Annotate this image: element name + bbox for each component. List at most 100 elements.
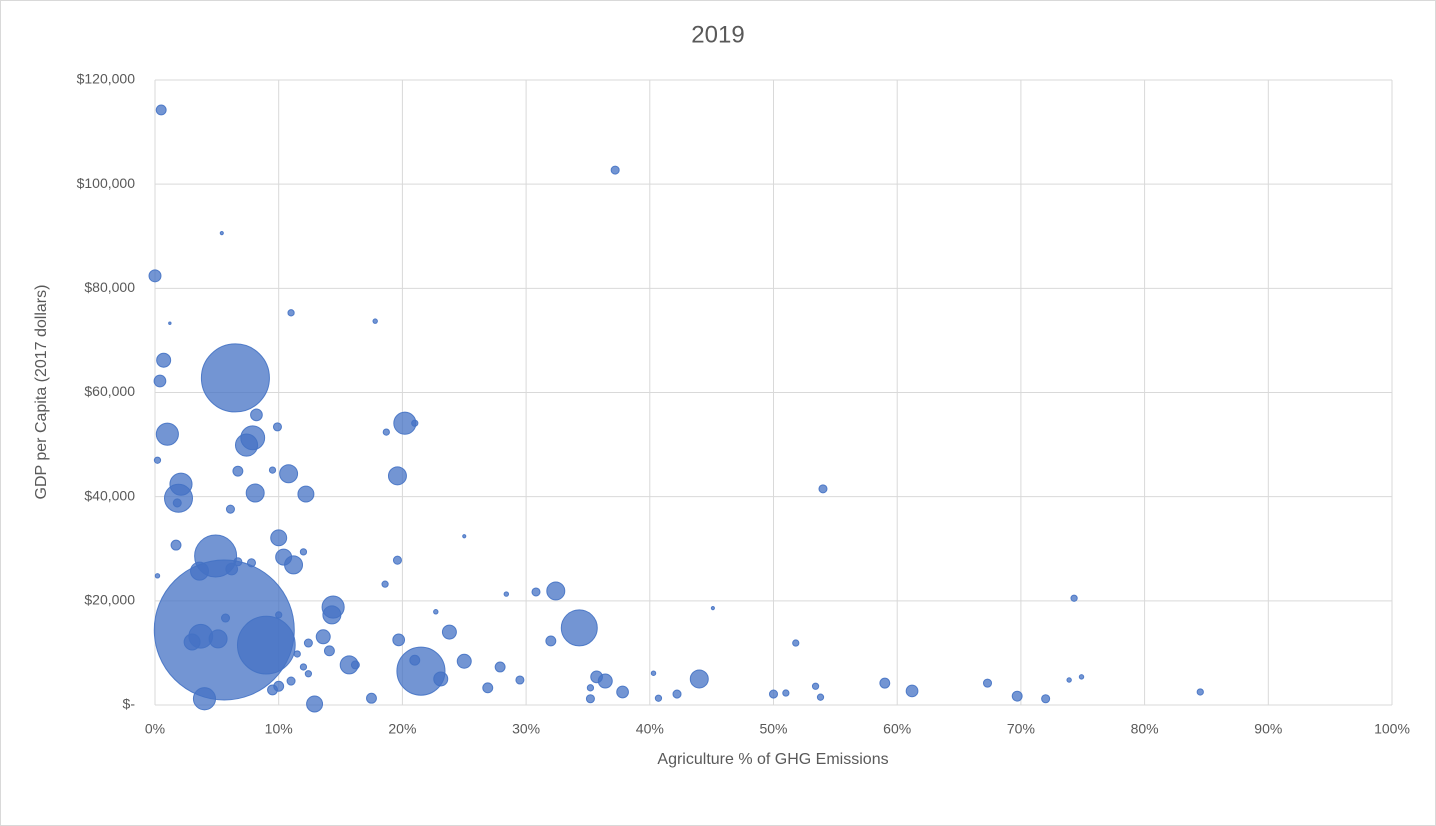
x-tick-label: 0% [145,721,165,737]
bubble [153,456,162,464]
bubble [155,104,167,116]
bubble [234,433,259,457]
bubble [392,633,406,647]
bubble [350,660,360,670]
x-tick-label: 60% [883,721,911,737]
bubble [560,609,598,647]
y-tick-label: $20,000 [84,592,135,608]
bubble [225,504,235,514]
bubble [172,498,182,508]
bubble [792,639,800,647]
bubble [272,422,282,432]
bubble [462,534,467,539]
bubble [433,609,439,615]
bubble [275,611,283,619]
bubble [168,321,172,325]
bubble [315,629,331,645]
x-tick-label: 80% [1131,721,1159,737]
bubble [286,676,296,686]
bubble [366,692,377,704]
bubble [816,693,825,701]
bubble [219,231,224,236]
bubble [411,419,419,427]
bubble [323,645,335,657]
bubble [200,343,270,413]
bubble [267,684,278,696]
bubble [782,689,790,697]
bubble [672,689,682,699]
y-tick-label: $- [123,696,136,712]
bubble [654,694,663,702]
bubble [586,684,595,692]
bubble [284,555,304,575]
bubble [515,675,525,685]
bubble [585,694,595,704]
bubble [482,682,494,694]
x-tick-label: 20% [388,721,416,737]
bubble [297,485,315,503]
bubble [299,663,308,671]
bubble [1078,674,1085,680]
bubble [503,591,510,597]
bubble [372,318,378,324]
bubble [616,685,629,699]
bubble [1011,690,1023,702]
y-tick-label: $80,000 [84,279,135,295]
bubble [155,422,179,446]
y-tick-label: $60,000 [84,383,135,399]
bubble [1070,594,1078,602]
bubble [610,165,620,175]
bubble [546,581,566,601]
bubble [545,635,557,647]
bubble [154,573,161,579]
x-axis-label: Agriculture % of GHG Emissions [657,751,888,768]
chart-title: 2019 [691,21,744,48]
bubble [306,695,324,713]
bubble [818,484,828,494]
bubble [811,682,820,690]
y-axis-label: GDP per Capita (2017 dollars) [33,285,50,500]
bubble [387,466,407,486]
bubble [170,539,182,551]
bubble [597,673,613,689]
bubble [293,650,301,658]
x-tick-label: 40% [636,721,664,737]
bubble [303,638,313,648]
bubble [879,677,891,689]
x-tick-label: 50% [759,721,787,737]
bubble [220,613,231,623]
x-tick-label: 30% [512,721,540,737]
bubble [382,428,390,436]
bubble [148,269,162,283]
bubble [279,464,299,484]
bubble [1066,677,1072,683]
bubble [650,670,657,676]
bubble [905,684,919,698]
bubble [287,309,295,317]
bubble [236,615,296,675]
bubble [710,606,715,611]
y-tick-label: $40,000 [84,487,135,503]
bubble [381,580,389,588]
bubble [1041,694,1051,704]
bubble [433,671,449,687]
bubble [208,629,228,649]
bubble [156,352,172,368]
x-tick-label: 10% [265,721,293,737]
bubble [768,689,779,699]
bubble [396,646,446,696]
bubble [183,633,201,651]
bubble [299,548,308,556]
bubble [192,687,217,711]
bubble [531,587,541,597]
bubble [441,624,457,640]
bubble [1196,688,1204,696]
bubble [494,661,506,673]
x-tick-label: 100% [1374,721,1410,737]
bubble [304,670,313,678]
bubble [456,653,472,669]
bubble [250,408,263,422]
bubble [689,669,709,689]
